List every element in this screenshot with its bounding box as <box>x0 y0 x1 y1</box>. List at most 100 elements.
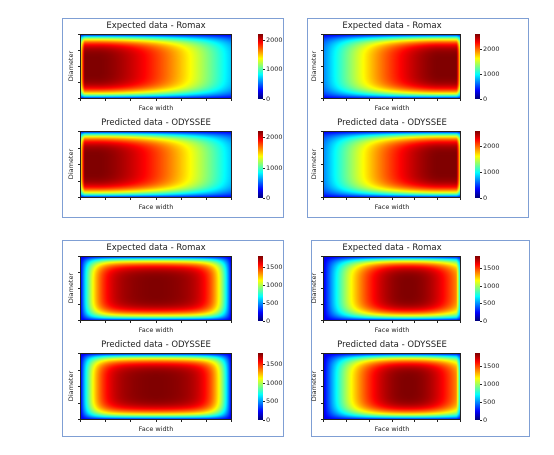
x-tick <box>80 198 81 200</box>
colorbar <box>258 256 263 321</box>
x-axis-label: Face width <box>138 425 174 433</box>
y-tick <box>78 272 80 273</box>
heatmap <box>80 34 232 99</box>
y-tick <box>321 98 323 99</box>
x-tick <box>414 99 415 101</box>
colorbar-tick-label: 500 <box>266 299 279 307</box>
y-tick <box>78 403 80 404</box>
plot-title: Predicted data - ODYSSEE <box>337 340 447 350</box>
y-tick <box>78 370 80 371</box>
colorbar-tick-label: 500 <box>266 397 279 405</box>
colorbar <box>475 131 480 198</box>
x-tick <box>323 99 324 101</box>
colorbar-tick-mark <box>480 198 482 199</box>
x-tick <box>392 321 393 323</box>
colorbar-tick-label: 0 <box>483 317 488 325</box>
colorbar-tick-label: 500 <box>483 299 496 307</box>
colorbar <box>258 353 263 420</box>
x-tick <box>181 99 182 101</box>
colorbar <box>258 34 263 99</box>
y-tick <box>321 386 323 387</box>
colorbar-tick-mark <box>263 137 265 138</box>
y-tick <box>78 353 80 354</box>
x-tick <box>369 99 370 101</box>
x-tick <box>414 420 415 422</box>
y-tick <box>321 370 323 371</box>
y-tick <box>321 197 323 198</box>
x-tick <box>460 99 461 101</box>
y-axis-label: Diameter <box>310 148 318 179</box>
colorbar-tick-label: 0 <box>483 95 488 103</box>
colorbar-tick-mark <box>263 168 265 169</box>
x-tick <box>231 99 232 101</box>
colorbar-tick-mark <box>263 364 265 365</box>
x-tick <box>369 198 370 200</box>
x-tick <box>206 99 207 101</box>
x-tick <box>323 321 324 323</box>
x-tick <box>414 321 415 323</box>
x-tick <box>130 420 131 422</box>
colorbar-tick-label: 1500 <box>483 264 500 272</box>
x-tick <box>130 321 131 323</box>
colorbar-tick-label: 1000 <box>483 380 500 388</box>
x-tick <box>346 99 347 101</box>
colorbar-tick-label: 1000 <box>483 168 500 176</box>
x-tick <box>130 99 131 101</box>
y-tick <box>321 353 323 354</box>
x-tick <box>369 321 370 323</box>
x-tick <box>206 420 207 422</box>
colorbar-tick-mark <box>480 303 482 304</box>
x-tick <box>181 198 182 200</box>
colorbar-tick-mark <box>480 321 482 322</box>
y-tick <box>78 419 80 420</box>
heatmap <box>323 131 461 198</box>
y-tick <box>78 197 80 198</box>
colorbar-tick-mark <box>263 99 265 100</box>
colorbar-tick-mark <box>480 384 482 385</box>
colorbar-tick-label: 1000 <box>266 379 283 387</box>
x-tick <box>392 420 393 422</box>
y-tick <box>78 131 80 132</box>
x-tick <box>105 99 106 101</box>
x-tick <box>181 321 182 323</box>
y-tick <box>78 66 80 67</box>
x-tick <box>231 321 232 323</box>
y-tick <box>321 288 323 289</box>
colorbar-tick-mark <box>263 383 265 384</box>
y-tick <box>78 386 80 387</box>
colorbar-tick-label: 1500 <box>483 362 500 370</box>
y-tick <box>78 288 80 289</box>
y-tick <box>78 256 80 257</box>
y-tick <box>78 148 80 149</box>
heatmap <box>80 131 232 198</box>
colorbar-tick-label: 1000 <box>266 164 283 172</box>
y-tick <box>78 304 80 305</box>
colorbar <box>475 353 480 420</box>
plot-title: Expected data - Romax <box>106 243 206 253</box>
colorbar-tick-label: 1000 <box>266 281 283 289</box>
colorbar-tick-mark <box>480 49 482 50</box>
heatmap <box>80 353 232 420</box>
colorbar-tick-label: 1500 <box>266 360 283 368</box>
x-tick <box>181 420 182 422</box>
y-axis-label: Diameter <box>67 148 75 179</box>
colorbar-tick-label: 0 <box>483 416 488 424</box>
y-tick <box>321 164 323 165</box>
y-tick <box>321 82 323 83</box>
x-tick <box>346 321 347 323</box>
y-tick <box>78 320 80 321</box>
colorbar-tick-mark <box>480 268 482 269</box>
x-tick <box>346 420 347 422</box>
colorbar <box>475 34 480 99</box>
x-tick <box>437 321 438 323</box>
x-axis-label: Face width <box>138 104 174 112</box>
x-tick <box>346 198 347 200</box>
y-tick <box>321 66 323 67</box>
colorbar-tick-label: 2000 <box>483 142 500 150</box>
colorbar-tick-label: 0 <box>483 194 488 202</box>
x-tick <box>437 198 438 200</box>
x-tick <box>105 420 106 422</box>
x-tick <box>231 420 232 422</box>
x-tick <box>460 420 461 422</box>
y-axis-label: Diameter <box>67 50 75 81</box>
